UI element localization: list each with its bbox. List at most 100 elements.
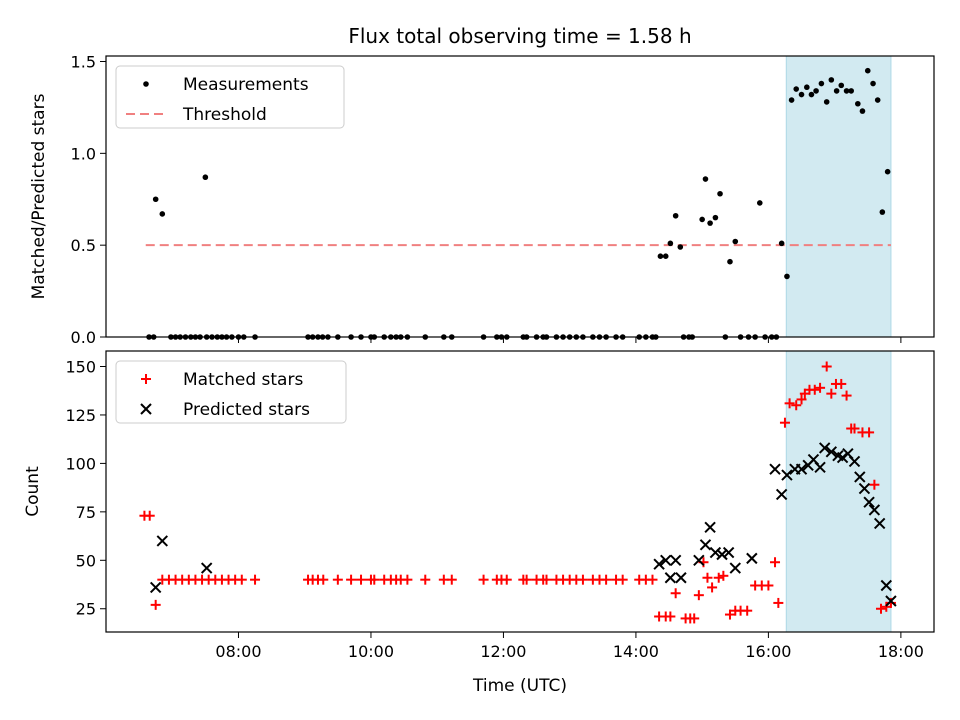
predicted-star-point <box>664 572 677 584</box>
predicted-star-point <box>729 562 741 574</box>
predicted-x-b <box>200 562 213 574</box>
measurement-point <box>813 88 819 94</box>
predicted-star-point <box>880 579 893 592</box>
measurement-point <box>727 258 733 265</box>
legend-label: Measurements <box>183 75 309 95</box>
x-axis-label: Time (UTC) <box>472 676 567 696</box>
matched-star-point <box>356 574 367 585</box>
measurement-point <box>717 190 723 197</box>
measurement-point <box>712 214 719 221</box>
predicted-star-point <box>156 535 169 547</box>
predicted-star-point <box>795 463 808 475</box>
panel0-frame <box>105 55 935 338</box>
matched-star-point <box>849 423 860 434</box>
predicted-x-b <box>781 469 793 481</box>
predicted-star-point <box>746 552 758 565</box>
matched-star-point <box>763 580 774 591</box>
predicted-star-point <box>885 595 897 607</box>
predicted-x-b <box>653 558 665 570</box>
predicted-x-b <box>885 595 897 607</box>
predicted-x-b <box>709 546 722 559</box>
xtick-label: 18:00 <box>878 642 924 661</box>
predicted-star-point <box>818 442 831 454</box>
panel0-legend <box>115 65 345 129</box>
predicted-star-point <box>716 548 728 561</box>
measurement-point <box>788 97 795 103</box>
predicted-x-b <box>818 442 831 454</box>
measurement-point <box>667 240 674 247</box>
predicted-x-b <box>704 521 716 534</box>
matched-star-point <box>501 574 512 585</box>
xtick-label: 10:00 <box>348 642 394 661</box>
measurement-point <box>798 91 805 98</box>
predicted-x-b <box>832 449 844 462</box>
matched-star-point <box>779 417 790 428</box>
predicted-star-point <box>675 572 687 584</box>
measurement-point <box>879 209 886 215</box>
predicted-x-b <box>669 554 682 567</box>
matched-star-point <box>617 574 628 585</box>
predicted-star-point <box>149 581 162 594</box>
panel1-ytick-label: 25 <box>76 600 96 619</box>
predicted-star-point <box>858 482 871 495</box>
legend-label: Predicted stars <box>183 400 310 420</box>
measurement-point <box>804 84 810 91</box>
matched-star-point <box>841 390 852 401</box>
matched-star-point <box>369 574 380 585</box>
predicted-star-point <box>814 461 826 473</box>
panel1-ylabel: Count <box>23 466 43 517</box>
matched-star-point <box>689 613 700 624</box>
predicted-x-b <box>722 546 735 559</box>
measurement-point <box>756 200 763 206</box>
predicted-x-b <box>814 461 826 473</box>
measurement-point <box>672 212 679 219</box>
matched-star-point <box>821 361 832 372</box>
predicted-x-b <box>848 455 861 468</box>
measurement-point <box>855 100 861 107</box>
measurement-point <box>778 240 785 247</box>
matched-star-point <box>784 398 795 409</box>
matched-star-point <box>236 574 247 585</box>
predicted-x-b <box>746 552 758 565</box>
measurement-point <box>657 253 664 259</box>
predicted-star-point <box>693 554 705 567</box>
matched-star-point <box>876 603 887 614</box>
matched-star-point <box>693 590 704 601</box>
matched-star-point <box>707 582 718 593</box>
panel1-legend <box>115 360 347 424</box>
panel1-ytick-label: 50 <box>76 551 96 570</box>
matched-star-point <box>864 427 875 438</box>
matched-star-point <box>346 574 357 585</box>
measurement-point <box>828 77 835 83</box>
measurement-point <box>202 174 209 181</box>
predicted-star-point <box>653 558 665 570</box>
panel0-ytick-label: 1.0 <box>71 144 96 163</box>
matched-star-point <box>521 574 532 585</box>
matched-star-point <box>702 572 713 583</box>
predicted-x-b <box>873 517 886 530</box>
predicted-star-point <box>669 554 682 567</box>
panel0-ytick-label: 1.5 <box>71 53 96 72</box>
predicted-x-b <box>775 488 788 501</box>
measurement-point <box>152 196 159 203</box>
matched-star-point <box>250 574 261 585</box>
xtick-label: 16:00 <box>745 642 791 661</box>
matched-star-point <box>836 378 847 389</box>
matched-star-point <box>144 510 155 521</box>
predicted-star-point <box>660 554 672 567</box>
matched-star-point <box>601 574 612 585</box>
predicted-star-point <box>854 471 866 483</box>
legend-measurements-marker <box>143 81 149 87</box>
predicted-star-point <box>868 504 881 516</box>
panel0-ytick-label: 0.0 <box>71 328 96 347</box>
measurement-point <box>662 253 669 259</box>
xtick-label: 12:00 <box>480 642 526 661</box>
predicted-x-b <box>156 535 169 547</box>
panel0-highlight-span <box>785 55 892 338</box>
measurement-point <box>838 82 845 89</box>
predicted-star-point <box>863 496 875 508</box>
measurement-point <box>732 238 739 245</box>
matched-star-point <box>478 574 489 585</box>
legend-label: Matched stars <box>183 370 303 390</box>
panel1-ytick-label: 100 <box>65 454 96 473</box>
